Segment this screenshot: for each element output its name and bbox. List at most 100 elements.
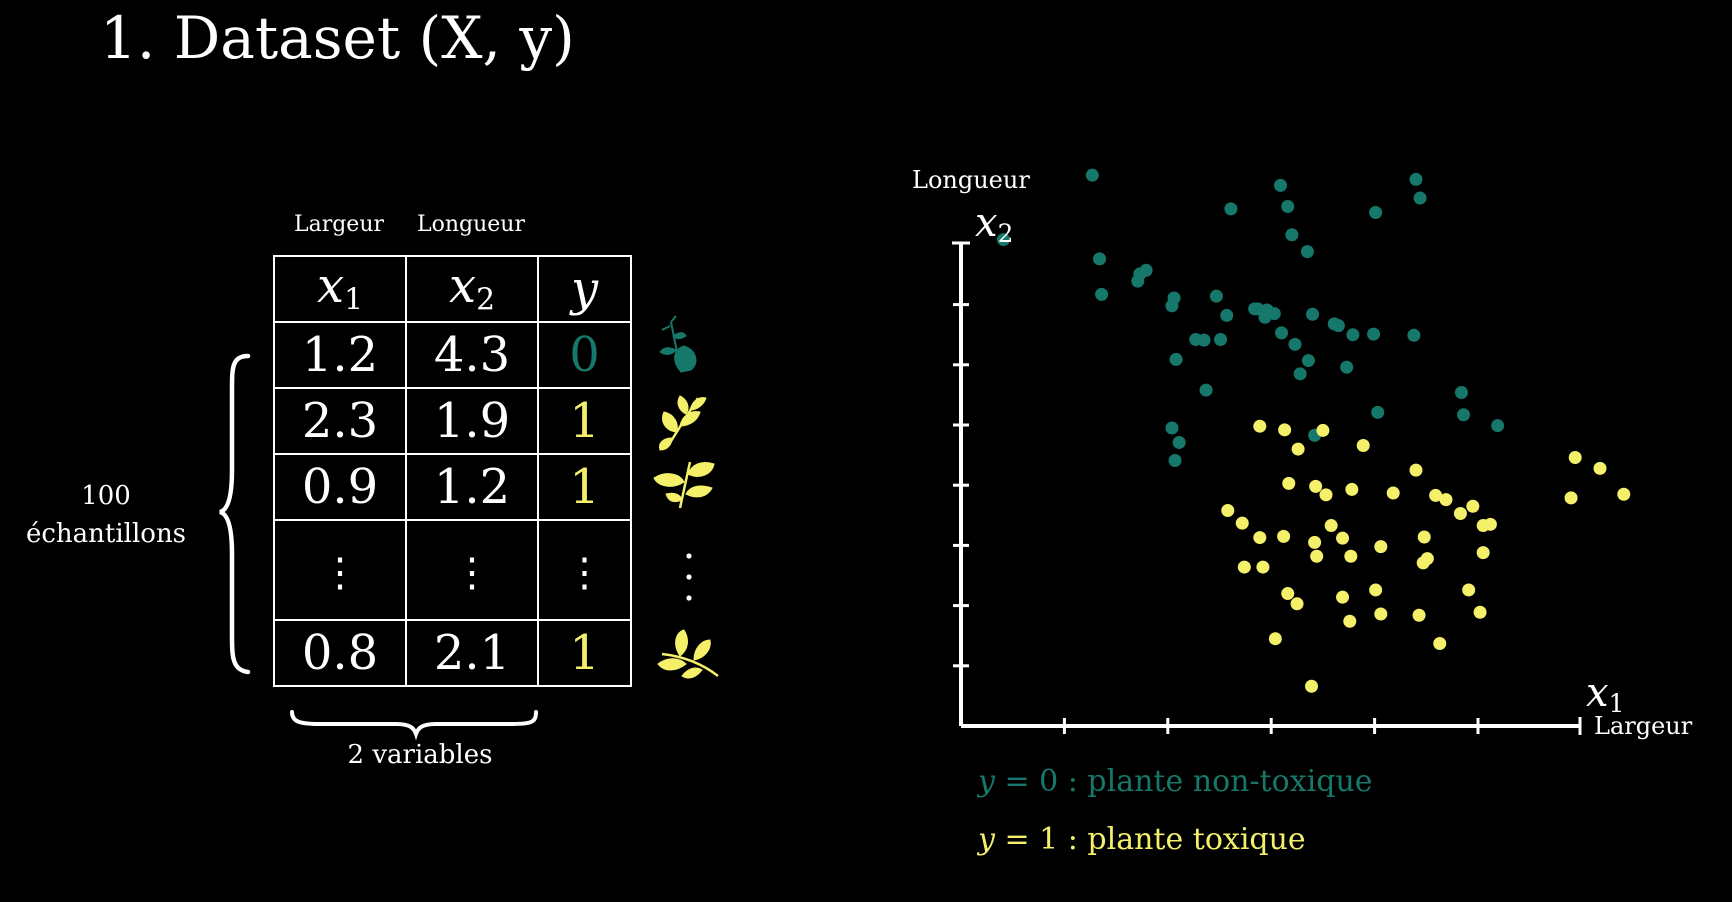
table-row: 0.9 1.2 1 — [273, 453, 632, 521]
legend-text: = 0 : plante non-toxique — [994, 764, 1373, 799]
data-point — [1131, 274, 1145, 288]
data-point — [1305, 679, 1319, 693]
data-point — [1356, 438, 1370, 452]
data-point — [1277, 529, 1291, 543]
data-point — [1165, 299, 1179, 313]
data-point — [1386, 486, 1400, 500]
axis-symbol-letter: x — [975, 200, 998, 246]
data-point — [1344, 549, 1358, 563]
table-header-row: x1 x2 y — [273, 255, 632, 323]
data-point — [1282, 476, 1296, 490]
data-point — [1214, 333, 1228, 347]
header-symbol: y — [570, 261, 599, 317]
data-point — [1439, 493, 1453, 507]
data-point — [1336, 531, 1350, 545]
data-point — [1300, 245, 1314, 259]
variables-label: 2 variables — [347, 740, 493, 770]
data-point — [1466, 499, 1480, 513]
data-point — [1371, 405, 1385, 419]
cell-x1: 0.9 — [273, 453, 407, 521]
data-point — [1309, 479, 1323, 493]
data-point — [1290, 597, 1304, 611]
samples-count: 100 — [81, 481, 131, 511]
cell-ellipsis: ⋮ — [405, 519, 539, 621]
column-word-x2: Longueur — [417, 212, 525, 237]
data-point — [1168, 454, 1182, 468]
x-axis-label: Largeur — [1594, 712, 1693, 740]
data-point — [1413, 191, 1427, 205]
data-point — [1412, 608, 1426, 622]
header-x2: x2 — [405, 255, 539, 323]
header-y: y — [537, 255, 632, 323]
legend-item-class0: y = 0 : plante non-toxique — [978, 764, 1373, 799]
data-point — [1281, 199, 1295, 213]
data-point — [1306, 307, 1320, 321]
cell-x2: 2.1 — [405, 619, 539, 687]
samples-word: échantillons — [25, 518, 187, 549]
data-point — [1224, 202, 1238, 216]
cell-y: 1 — [537, 453, 632, 521]
data-point — [1336, 590, 1350, 604]
cell-x1: 2.3 — [273, 387, 407, 455]
data-point — [1301, 354, 1315, 368]
data-point — [1476, 546, 1490, 560]
header-symbol: x — [316, 258, 345, 315]
data-point — [1237, 560, 1251, 574]
data-point — [1275, 326, 1289, 340]
header-subscript: 1 — [344, 282, 363, 318]
data-point — [1409, 172, 1423, 186]
data-point — [1407, 328, 1421, 342]
data-point — [1462, 583, 1476, 597]
dataset-table: x1 x2 y 1.2 4.3 0 2.3 1.9 1 0.9 1.2 1 ⋮ … — [273, 255, 632, 687]
legend-variable: y — [978, 764, 995, 799]
data-point — [1593, 461, 1607, 475]
page-title: 1. Dataset (X, y) — [100, 4, 575, 72]
data-point — [1374, 607, 1388, 621]
data-point — [1409, 463, 1423, 477]
data-point — [1316, 423, 1330, 437]
data-point — [1367, 327, 1381, 341]
bottom-brace-icon — [290, 710, 538, 741]
cell-x1: 0.8 — [273, 619, 407, 687]
data-point — [1369, 583, 1383, 597]
data-point — [1308, 535, 1322, 549]
data-point — [1220, 308, 1234, 322]
data-point — [1346, 328, 1360, 342]
leaf-yellow-icon — [657, 629, 719, 679]
data-point — [1085, 168, 1099, 182]
data-point — [1453, 506, 1467, 520]
y-axis-symbol: x2 — [975, 200, 1013, 248]
data-point — [1281, 587, 1295, 601]
cell-ellipsis: ⋮ — [537, 519, 632, 621]
data-point — [1268, 632, 1282, 646]
data-point — [1235, 516, 1249, 530]
icon-ellipsis — [686, 553, 692, 601]
cell-x2: 4.3 — [405, 321, 539, 389]
data-point — [1483, 517, 1497, 531]
cell-y: 1 — [537, 387, 632, 455]
axis-symbol-subscript: 1 — [1608, 689, 1625, 719]
cell-ellipsis: ⋮ — [273, 519, 407, 621]
table-row: 2.3 1.9 1 — [273, 387, 632, 455]
data-point — [1454, 385, 1468, 399]
cell-x2: 1.2 — [405, 453, 539, 521]
legend-text: = 1 : plante toxique — [994, 822, 1306, 857]
data-point — [1209, 289, 1223, 303]
data-point — [1267, 307, 1281, 321]
data-point — [1433, 637, 1447, 651]
data-point — [1291, 442, 1305, 456]
data-point — [1095, 287, 1109, 301]
data-point — [1293, 367, 1307, 381]
data-point — [1324, 519, 1338, 533]
data-point — [1285, 228, 1299, 242]
chart-axes — [952, 241, 1582, 735]
axis-symbol-subscript: 2 — [997, 219, 1014, 249]
data-point — [1278, 423, 1292, 437]
data-point — [1617, 487, 1631, 501]
data-point — [1491, 419, 1505, 433]
cell-x1: 1.2 — [273, 321, 407, 389]
data-point — [1199, 383, 1213, 397]
data-point — [1420, 552, 1434, 566]
legend-item-class1: y = 1 : plante toxique — [978, 822, 1306, 857]
